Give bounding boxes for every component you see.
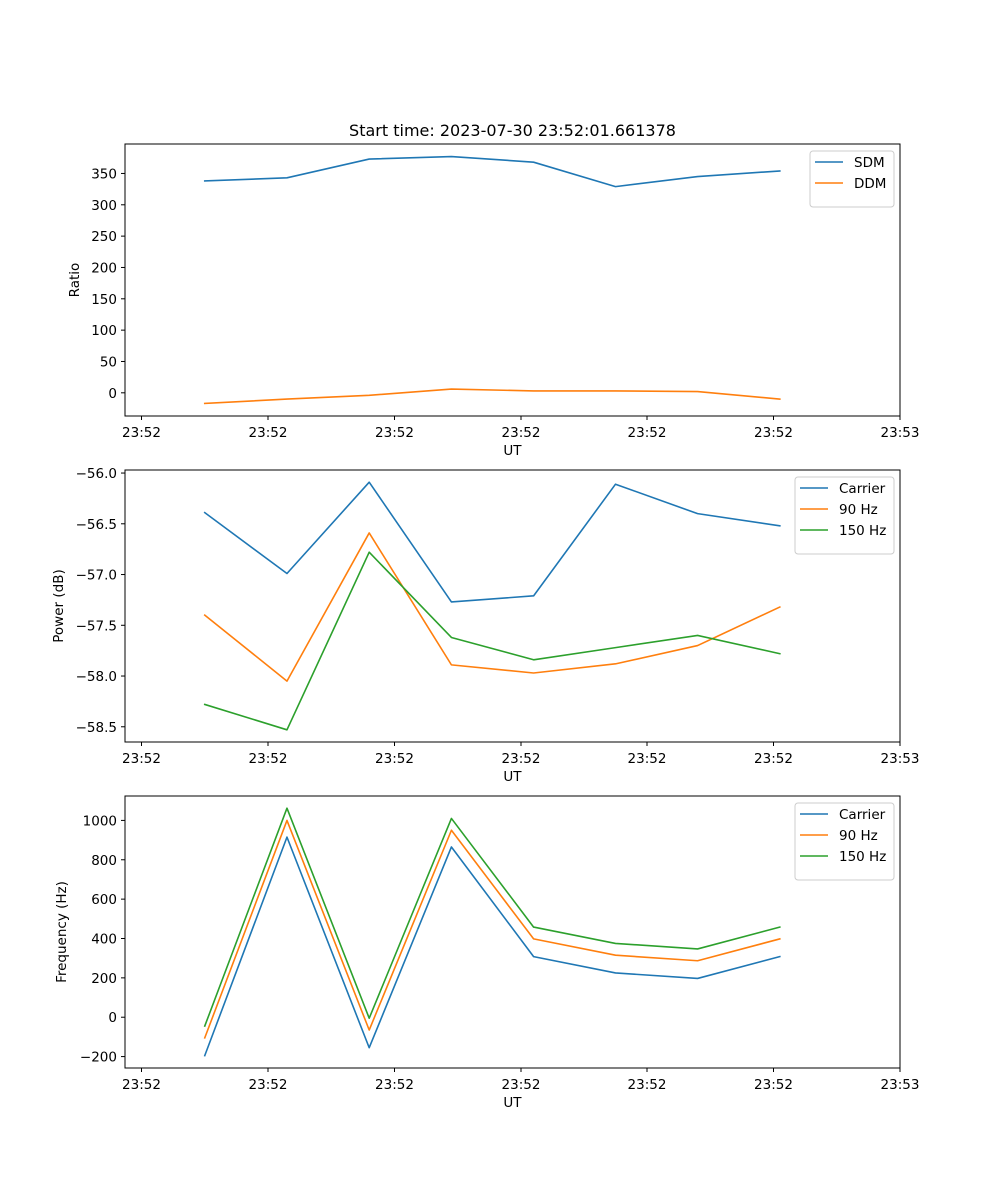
legend: Carrier 90 Hz 150 Hz — [794, 476, 895, 555]
series-line-sdm — [203, 155, 781, 188]
y-tick-label: −58.5 — [76, 720, 117, 736]
y-tick-label: 200 — [91, 260, 117, 276]
x-tick-label: 23:52 — [754, 425, 793, 441]
x-tick-label: 23:52 — [249, 425, 288, 441]
x-tick-label: 23:52 — [249, 751, 288, 767]
series-line-carrier — [203, 836, 781, 1057]
x-tick-label: 23:53 — [881, 751, 920, 767]
y-axis-label: Ratio — [67, 263, 83, 298]
legend-entry: 150 Hz — [839, 523, 886, 539]
chart-panel-1: 23:52 23:52 23:52 23:52 23:52 23:52 23:53 0 50 10… — [67, 143, 920, 459]
x-tick-label: 23:52 — [502, 751, 541, 767]
series-line-150-hz — [203, 807, 781, 1028]
y-axis-label: Frequency (Hz) — [54, 881, 70, 983]
y-tick-label: 800 — [91, 853, 117, 869]
legend: Carrier 90 Hz 150 Hz — [794, 802, 895, 881]
legend-box — [809, 150, 895, 208]
y-tick-label: 200 — [91, 971, 117, 987]
legend-entry: 150 Hz — [839, 849, 886, 865]
y-tick-label: 1000 — [83, 813, 117, 829]
y-tick-label: −57.0 — [76, 568, 117, 584]
y-tick-label: 350 — [91, 166, 117, 182]
y-tick-label: −58.0 — [76, 669, 117, 685]
x-tick-label: 23:52 — [628, 425, 667, 441]
y-tick-label: −200 — [80, 1050, 117, 1066]
y-tick-label: −56.5 — [76, 517, 117, 533]
chart-panel-3: 23:52 23:52 23:52 23:52 23:52 23:52 23:53 −200 0… — [54, 795, 920, 1111]
series-line-ddm — [203, 388, 781, 405]
plot-frame — [124, 469, 901, 743]
x-tick-label: 23:52 — [375, 1077, 414, 1093]
x-axis-label: UT — [503, 443, 522, 459]
x-tick-label: 23:52 — [122, 751, 161, 767]
x-tick-label: 23:53 — [881, 1077, 920, 1093]
x-tick-label: 23:53 — [881, 425, 920, 441]
y-tick-label: 100 — [91, 323, 117, 339]
series-line-carrier — [203, 481, 781, 603]
x-tick-label: 23:52 — [502, 1077, 541, 1093]
legend-entry: DDM — [854, 176, 886, 192]
x-tick-label: 23:52 — [249, 1077, 288, 1093]
series-line-150-hz — [203, 551, 781, 731]
x-tick-label: 23:52 — [122, 1077, 161, 1093]
x-tick-label: 23:52 — [628, 1077, 667, 1093]
y-tick-label: 600 — [91, 892, 117, 908]
legend: SDM DDM — [809, 150, 895, 208]
y-axis-label: Power (dB) — [51, 569, 67, 642]
y-tick-label: −56.0 — [76, 466, 117, 482]
y-tick-label: 400 — [91, 931, 117, 947]
x-tick-label: 23:52 — [754, 751, 793, 767]
plot-frame — [124, 795, 901, 1069]
x-tick-label: 23:52 — [754, 1077, 793, 1093]
legend-entry: 90 Hz — [839, 502, 878, 518]
y-tick-label: 250 — [91, 229, 117, 245]
y-tick-label: −57.5 — [76, 618, 117, 634]
legend-entry: Carrier — [839, 807, 886, 823]
plot-frame — [124, 143, 901, 417]
legend-entry: SDM — [854, 155, 885, 171]
x-axis-label: UT — [503, 1095, 522, 1111]
legend-box — [794, 802, 895, 881]
series-line-90-hz — [203, 532, 781, 682]
y-tick-label: 50 — [100, 354, 117, 370]
legend-entry: Carrier — [839, 481, 886, 497]
y-tick-label: 150 — [91, 292, 117, 308]
chart-panel-2: 23:52 23:52 23:52 23:52 23:52 23:52 23:53 −58.5… — [51, 466, 919, 785]
y-tick-label: 0 — [108, 386, 117, 402]
y-tick-label: 0 — [108, 1010, 117, 1026]
x-tick-label: 23:52 — [502, 425, 541, 441]
series-line-90-hz — [203, 819, 781, 1039]
x-axis-label: UT — [503, 769, 522, 785]
y-tick-label: 300 — [91, 198, 117, 214]
legend-entry: 90 Hz — [839, 828, 878, 844]
figure-title: Start time: 2023-07-30 23:52:01.661378 — [349, 121, 676, 140]
x-tick-label: 23:52 — [375, 425, 414, 441]
x-tick-label: 23:52 — [122, 425, 161, 441]
x-tick-label: 23:52 — [375, 751, 414, 767]
legend-box — [794, 476, 895, 555]
x-tick-label: 23:52 — [628, 751, 667, 767]
